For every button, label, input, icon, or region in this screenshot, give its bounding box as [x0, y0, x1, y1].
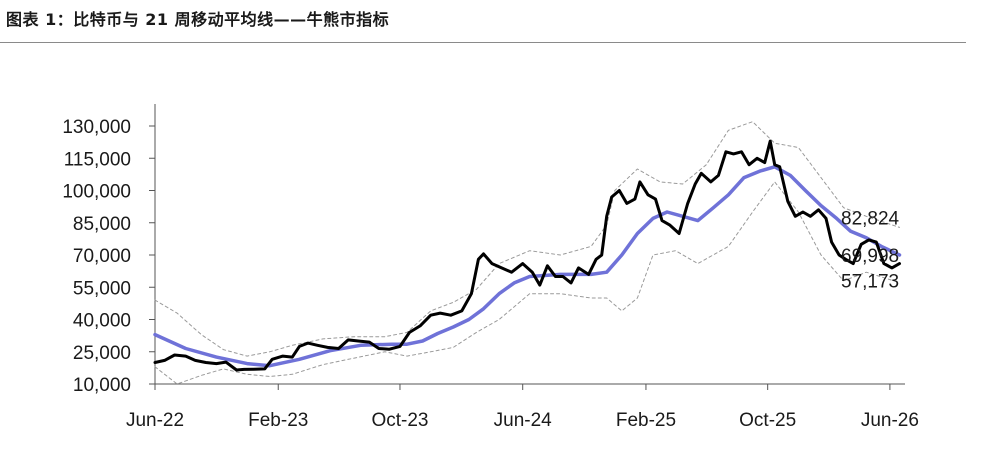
upper-band-end-label: 82,824: [841, 208, 900, 229]
lower-band-line: [154, 181, 900, 385]
y-tick-label: 10,000: [73, 375, 131, 396]
x-tick-label: Jun-26: [861, 410, 919, 431]
y-tick-label: 40,000: [73, 311, 131, 332]
x-tick-label: Feb-23: [248, 410, 308, 431]
y-tick-label: 85,000: [73, 214, 131, 235]
y-tick-label: 130,000: [62, 117, 131, 138]
end-labels: 82,824 69,998 57,173: [841, 208, 900, 292]
upper-band-line: [154, 121, 900, 357]
y-tick-label: 115,000: [64, 149, 131, 170]
x-tick-label: Jun-22: [126, 410, 184, 431]
x-tick-label: Oct-25: [739, 410, 796, 431]
x-tick-label: Feb-25: [616, 410, 676, 431]
lower-band-end-label: 57,173: [841, 272, 899, 293]
y-tick-label: 25,000: [73, 343, 131, 364]
ma21-end-label: 69,998: [841, 246, 899, 267]
x-axis: Jun-22 Feb-23 Oct-23 Jun-24 Feb-25 Oct-25 Jun-…: [126, 383, 919, 431]
y-tick-label: 55,000: [73, 278, 131, 299]
plot-area: [153, 121, 902, 385]
x-tick-label: Oct-23: [371, 410, 428, 431]
title-divider: [0, 42, 966, 43]
figure-title: 图表 1：比特币与 21 周移动平均线——牛熊市指标: [6, 10, 390, 29]
y-tick-label: 100,000: [62, 182, 131, 203]
y-axis: 10,000 25,000 40,000 55,000 70,000 85,000 100,…: [62, 104, 156, 396]
ma21-line: [153, 165, 902, 368]
x-tick-label: Jun-24: [494, 410, 553, 431]
price-line: [153, 139, 901, 372]
y-tick-label: 70,000: [73, 246, 131, 267]
